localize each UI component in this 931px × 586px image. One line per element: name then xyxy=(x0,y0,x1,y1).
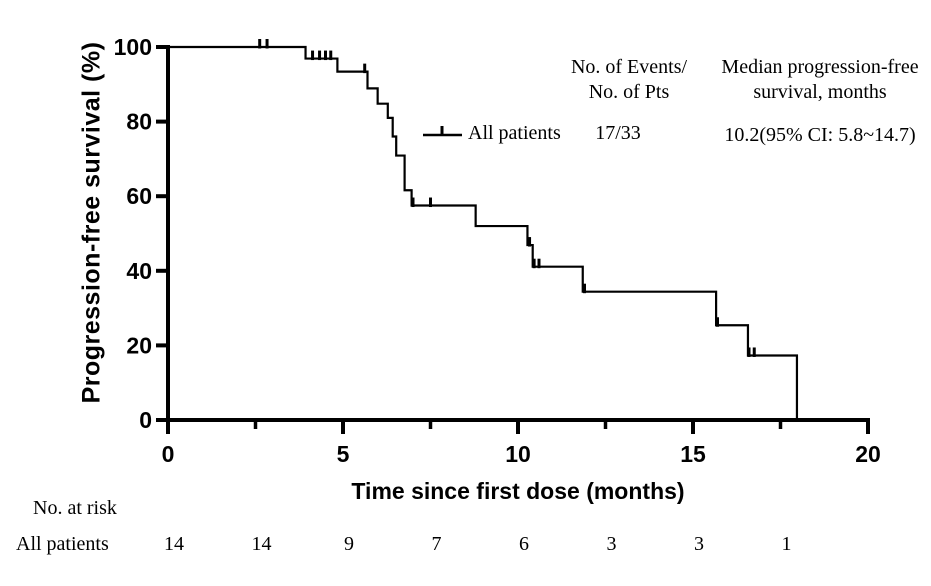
x-axis-title: Time since first dose (months) xyxy=(351,478,685,504)
km-curve xyxy=(168,45,799,420)
legend-median-value: 10.2(95% CI: 5.8~14.7) xyxy=(724,124,916,146)
at-risk-title: No. at risk xyxy=(33,497,117,519)
at-risk-value: 1 xyxy=(781,533,792,555)
x-tick-label: 10 xyxy=(505,441,531,467)
events-column-header: No. of Events/ No. of Pts xyxy=(558,55,700,105)
events-header-line2: No. of Pts xyxy=(588,81,670,103)
y-tick-label: 20 xyxy=(126,332,152,358)
at-risk-value: 3 xyxy=(694,533,704,555)
y-tick-label: 40 xyxy=(126,258,152,284)
legend-series-label: All patients xyxy=(468,122,561,144)
y-tick-label: 100 xyxy=(114,34,152,60)
median-column-header: Median progression-free survival, months xyxy=(708,55,931,105)
at-risk-row-label: All patients xyxy=(16,533,109,555)
y-tick-label: 0 xyxy=(139,407,152,433)
y-tick-label: 60 xyxy=(126,183,152,209)
y-axis-title: Progression-free survival (%) xyxy=(77,41,106,404)
at-risk-value: 7 xyxy=(431,533,442,555)
at-risk-value: 3 xyxy=(606,533,617,555)
x-tick-label: 5 xyxy=(337,441,350,467)
y-tick-label: 80 xyxy=(126,109,152,135)
median-header-line2: survival, months xyxy=(753,81,887,103)
at-risk-value: 6 xyxy=(519,533,529,555)
x-tick-label: 0 xyxy=(162,441,175,467)
at-risk-value: 14 xyxy=(251,533,272,555)
at-risk-value: 14 xyxy=(164,533,184,555)
legend-events-value: 17/33 xyxy=(595,122,641,144)
median-header-line1: Median progression-free xyxy=(721,56,919,78)
events-header-line1: No. of Events/ xyxy=(570,56,688,78)
at-risk-value: 9 xyxy=(344,533,354,555)
x-tick-label: 15 xyxy=(680,441,706,467)
x-tick-label: 20 xyxy=(855,441,881,467)
